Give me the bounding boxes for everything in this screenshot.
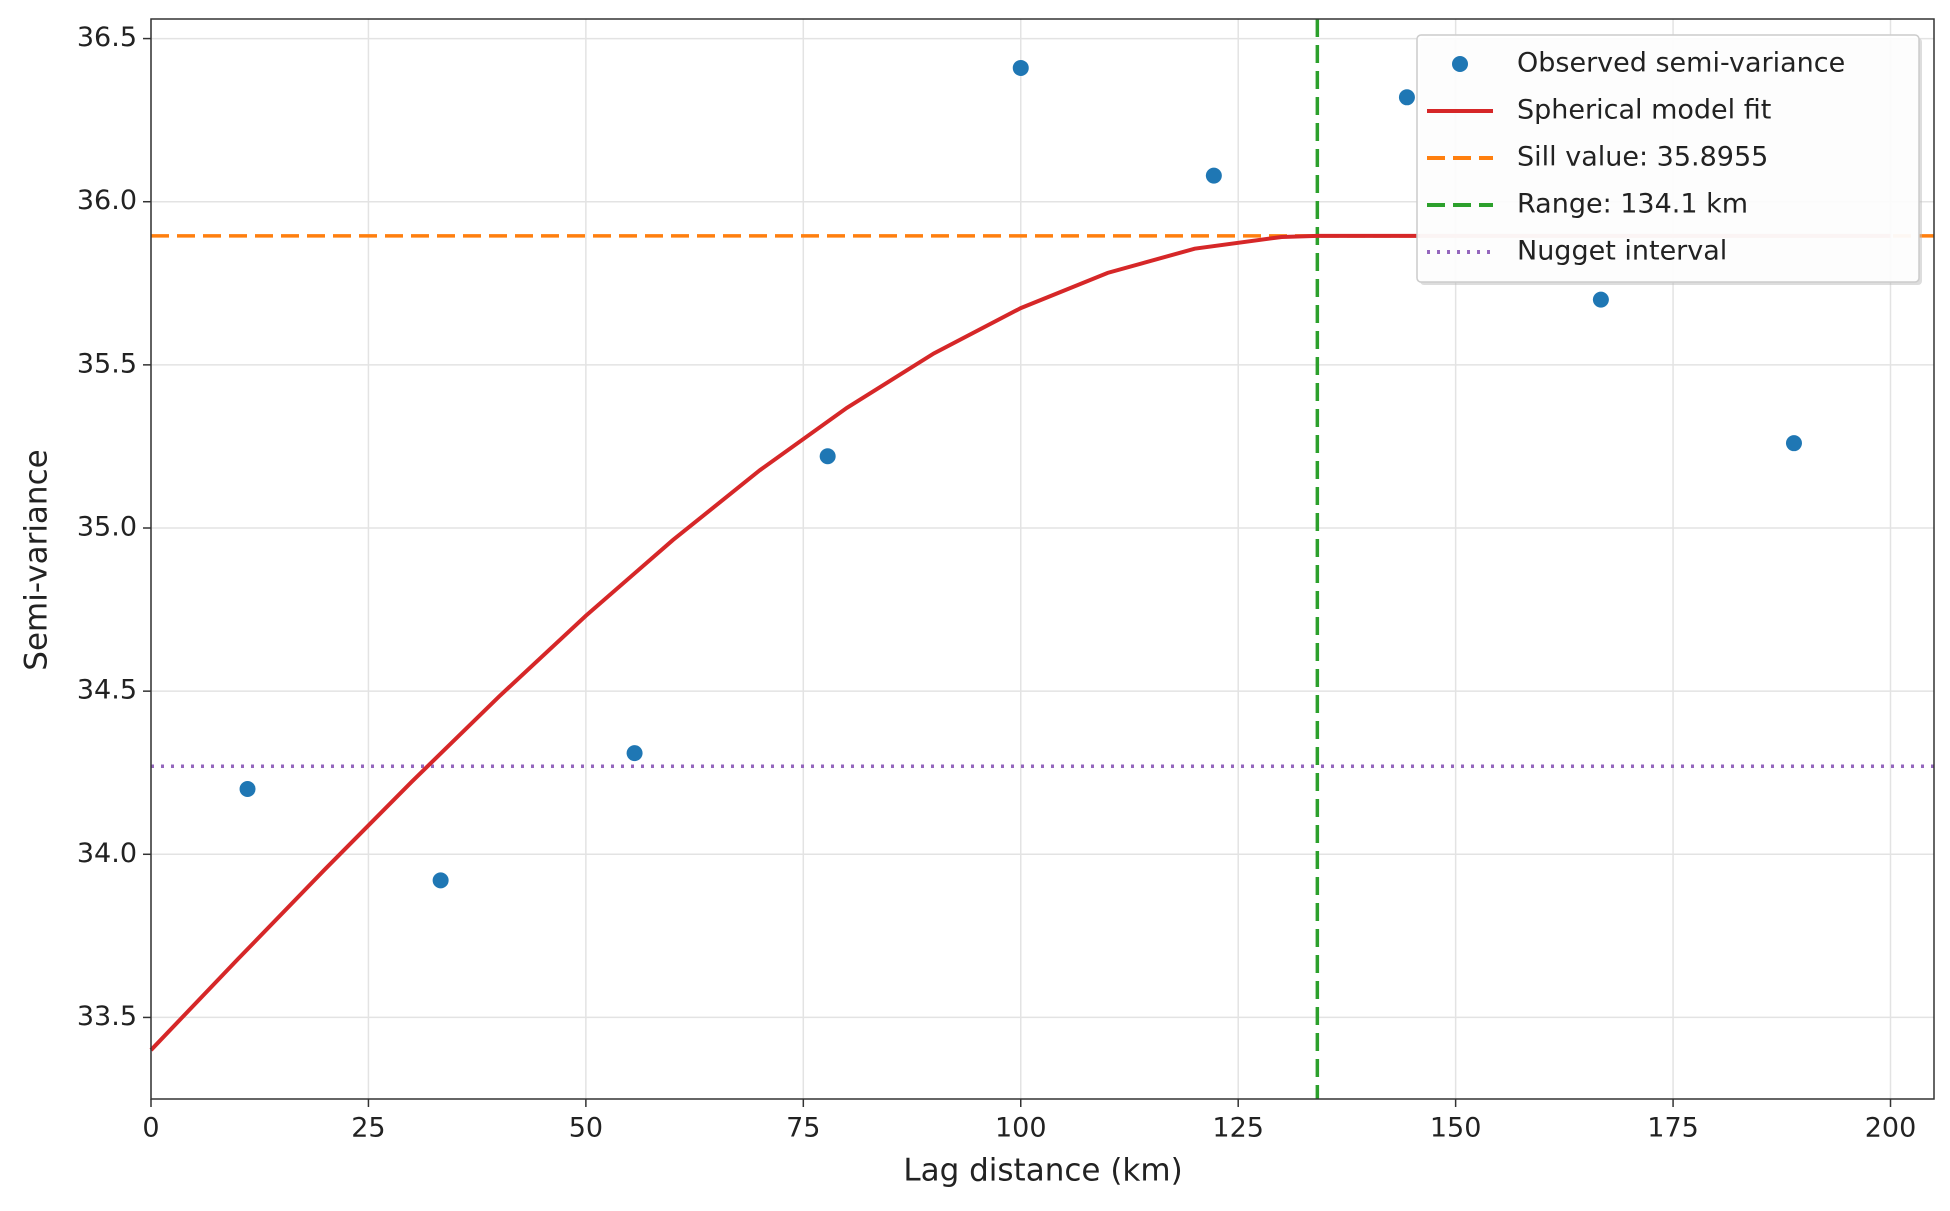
legend: Observed semi-variance Spherical model fi… [1416, 34, 1922, 285]
y-tick-label: 34.0 [77, 838, 137, 869]
data-point [1012, 59, 1029, 76]
y-tick-label: 33.5 [77, 1001, 137, 1032]
legend-box [1416, 34, 1920, 283]
plot-frame [150, 18, 1935, 1100]
x-tick-label: 200 [1865, 1113, 1917, 1144]
legend-label: Spherical model fit [1517, 95, 1771, 126]
x-axis-label: Lag distance (km) [903, 1153, 1182, 1189]
legend-marker [1452, 56, 1468, 72]
data-point [819, 448, 836, 465]
x-tick-label: 150 [1430, 1113, 1482, 1144]
x-tick-label: 175 [1647, 1113, 1699, 1144]
data-point [432, 872, 449, 889]
legend-label: Range: 134.1 km [1517, 189, 1748, 220]
data-point [626, 745, 643, 762]
y-tick-label: 35.5 [77, 348, 137, 379]
y-tick-label: 36.0 [77, 185, 137, 216]
data-point [1398, 89, 1415, 106]
x-tick-label: 125 [1212, 1113, 1264, 1144]
data-point [1592, 291, 1609, 308]
y-tick-label: 36.5 [77, 22, 137, 53]
y-tick-label: 35.0 [77, 512, 137, 543]
data-point [1205, 167, 1222, 184]
data-point [239, 781, 256, 798]
x-tick-label: 0 [142, 1113, 159, 1144]
x-tick-label: 75 [786, 1113, 820, 1144]
y-tick-label: 34.5 [77, 675, 137, 706]
legend-label: Nugget interval [1517, 236, 1727, 267]
legend-label: Observed semi-variance [1517, 48, 1845, 79]
y-axis-label: Semi-variance [19, 449, 55, 670]
x-tick-label: 50 [569, 1113, 603, 1144]
data-point [1785, 435, 1802, 452]
x-tick-label: 25 [351, 1113, 385, 1144]
x-tick-label: 100 [995, 1113, 1047, 1144]
legend-label: Sill value: 35.8955 [1517, 142, 1768, 173]
